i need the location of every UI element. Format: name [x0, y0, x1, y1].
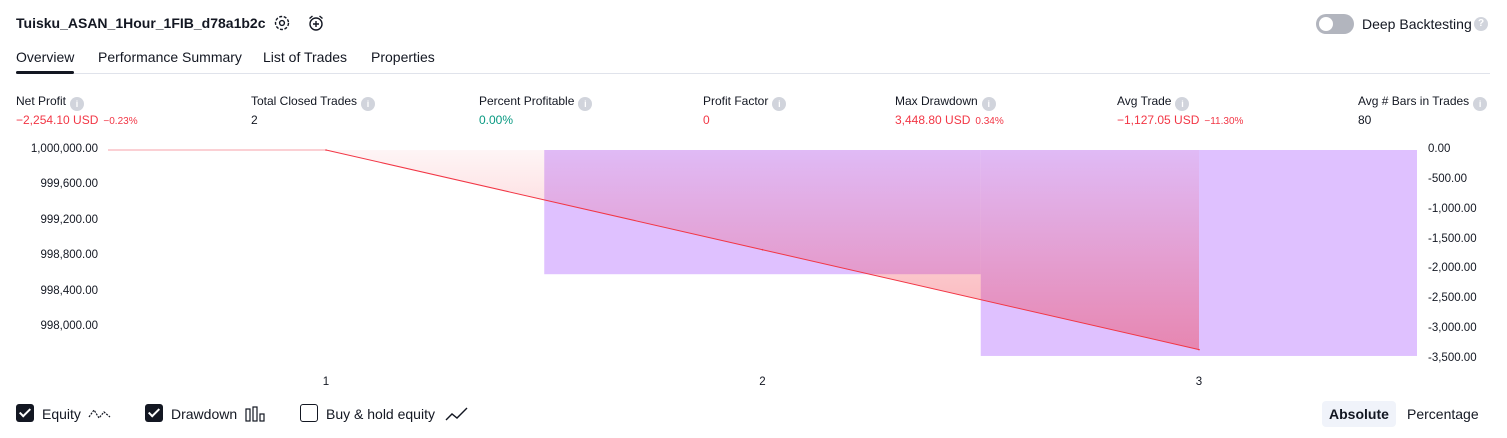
- metric-label: Max Drawdown i: [895, 94, 996, 111]
- tab-performance-summary[interactable]: Performance Summary: [98, 49, 242, 65]
- info-icon[interactable]: i: [772, 97, 787, 111]
- metric-value-main: −2,254.10 USD: [16, 113, 99, 127]
- left-axis-tick: 998,000.00: [40, 320, 98, 333]
- help-icon[interactable]: ?: [1474, 17, 1488, 31]
- metric-value-main: 80: [1358, 113, 1372, 127]
- metric-value-main: −1,127.05 USD: [1117, 113, 1200, 127]
- deep-backtesting-label: Deep Backtesting: [1362, 16, 1472, 32]
- metric-value-main: 0.00%: [479, 113, 514, 127]
- left-axis-tick: 998,400.00: [40, 284, 98, 297]
- info-icon[interactable]: i: [578, 97, 593, 111]
- drawdown-bars-icon: [245, 406, 265, 422]
- metric-label-text: Percent Profitable: [479, 94, 575, 108]
- right-axis-tick: -3,500.00: [1428, 352, 1477, 364]
- metric-value-percent: −0.23%: [103, 116, 138, 127]
- metric-value: 0: [703, 113, 710, 127]
- info-icon[interactable]: i: [361, 97, 376, 111]
- metric-value-percent: −11.30%: [1204, 116, 1244, 127]
- metric-label: Avg # Bars in Trades i: [1358, 94, 1488, 111]
- metric-label: Profit Factor i: [703, 94, 787, 111]
- equity-area: [326, 150, 1199, 350]
- metric-label: Total Closed Trades i: [251, 94, 376, 111]
- metric-label-text: Profit Factor: [703, 94, 769, 108]
- strategy-title: Tuisku_ASAN_1Hour_1FIB_d78a1b2c: [16, 15, 266, 31]
- tab-list-of-trades[interactable]: List of Trades: [263, 49, 348, 65]
- metric-label-text: Max Drawdown: [895, 94, 978, 108]
- right-axis-tick: -3,000.00: [1428, 322, 1477, 335]
- right-axis-tick: -2,500.00: [1428, 292, 1477, 305]
- left-axis-tick: 999,600.00: [40, 178, 98, 191]
- gear-icon[interactable]: [273, 14, 291, 32]
- metric-value-main: 0: [703, 113, 710, 127]
- equity-point: [761, 248, 764, 251]
- left-axis-tick: 1,000,000.00: [30, 143, 98, 155]
- tab-overview[interactable]: Overview: [16, 49, 75, 65]
- info-icon[interactable]: i: [981, 97, 996, 111]
- drawdown-label: Drawdown: [171, 406, 238, 422]
- right-axis-tick: -500.00: [1428, 172, 1468, 185]
- metric-label: Avg Trade i: [1117, 94, 1190, 111]
- absolute-button[interactable]: Absolute: [1322, 401, 1396, 427]
- metric-label: Percent Profitable i: [479, 94, 593, 111]
- right-axis-tick: -1,500.00: [1428, 232, 1477, 245]
- equity-checkbox[interactable]: [16, 404, 34, 422]
- right-axis-tick: -1,000.00: [1428, 202, 1477, 215]
- info-icon[interactable]: i: [1175, 97, 1190, 111]
- metric-label-text: Net Profit: [16, 94, 67, 108]
- metric-value-main: 2: [251, 113, 258, 127]
- metric-value-percent: 0.34%: [975, 116, 1004, 127]
- drawdown-checkbox[interactable]: [145, 404, 163, 422]
- deep-backtesting-toggle[interactable]: [1316, 14, 1354, 34]
- info-icon[interactable]: i: [1473, 97, 1488, 111]
- x-axis-tick: 3: [1195, 376, 1203, 388]
- metric-label-text: Total Closed Trades: [251, 94, 358, 108]
- equity-point: [1198, 348, 1200, 351]
- tab-properties[interactable]: Properties: [371, 49, 435, 65]
- buy-hold-label: Buy & hold equity: [326, 406, 435, 422]
- metric-value: 2: [251, 113, 258, 127]
- metric-value: 3,448.80 USD 0.34%: [895, 113, 1004, 127]
- alarm-add-icon[interactable]: [307, 14, 325, 32]
- equity-label: Equity: [42, 406, 81, 422]
- metric-value: −2,254.10 USD −0.23%: [16, 113, 138, 127]
- metric-value: 0.00%: [479, 113, 513, 127]
- buy-hold-line-icon: [445, 407, 468, 421]
- metric-value: 80: [1358, 113, 1371, 127]
- percentage-button[interactable]: Percentage: [1407, 406, 1479, 422]
- metric-value-main: 3,448.80 USD: [895, 113, 971, 127]
- left-axis-tick: 998,800.00: [40, 249, 98, 262]
- info-icon[interactable]: i: [70, 97, 85, 111]
- equity-line-icon: [88, 408, 111, 420]
- left-axis-tick: 999,200.00: [40, 213, 98, 226]
- metric-label: Net Profit i: [16, 94, 85, 111]
- active-tab-indicator: [16, 71, 74, 74]
- x-axis-tick: 1: [322, 376, 330, 388]
- equity-point: [325, 149, 327, 151]
- right-axis-tick: 0.00: [1428, 143, 1451, 155]
- equity-drawdown-chart: [108, 149, 1417, 356]
- metric-label-text: Avg Trade: [1117, 94, 1172, 108]
- metric-label-text: Avg # Bars in Trades: [1358, 94, 1470, 108]
- x-axis-tick: 2: [759, 376, 766, 388]
- tabs-divider: [16, 73, 1490, 74]
- metric-value: −1,127.05 USD −11.30%: [1117, 113, 1243, 127]
- buy-hold-checkbox[interactable]: [300, 404, 318, 422]
- right-axis-tick: -2,000.00: [1428, 262, 1477, 275]
